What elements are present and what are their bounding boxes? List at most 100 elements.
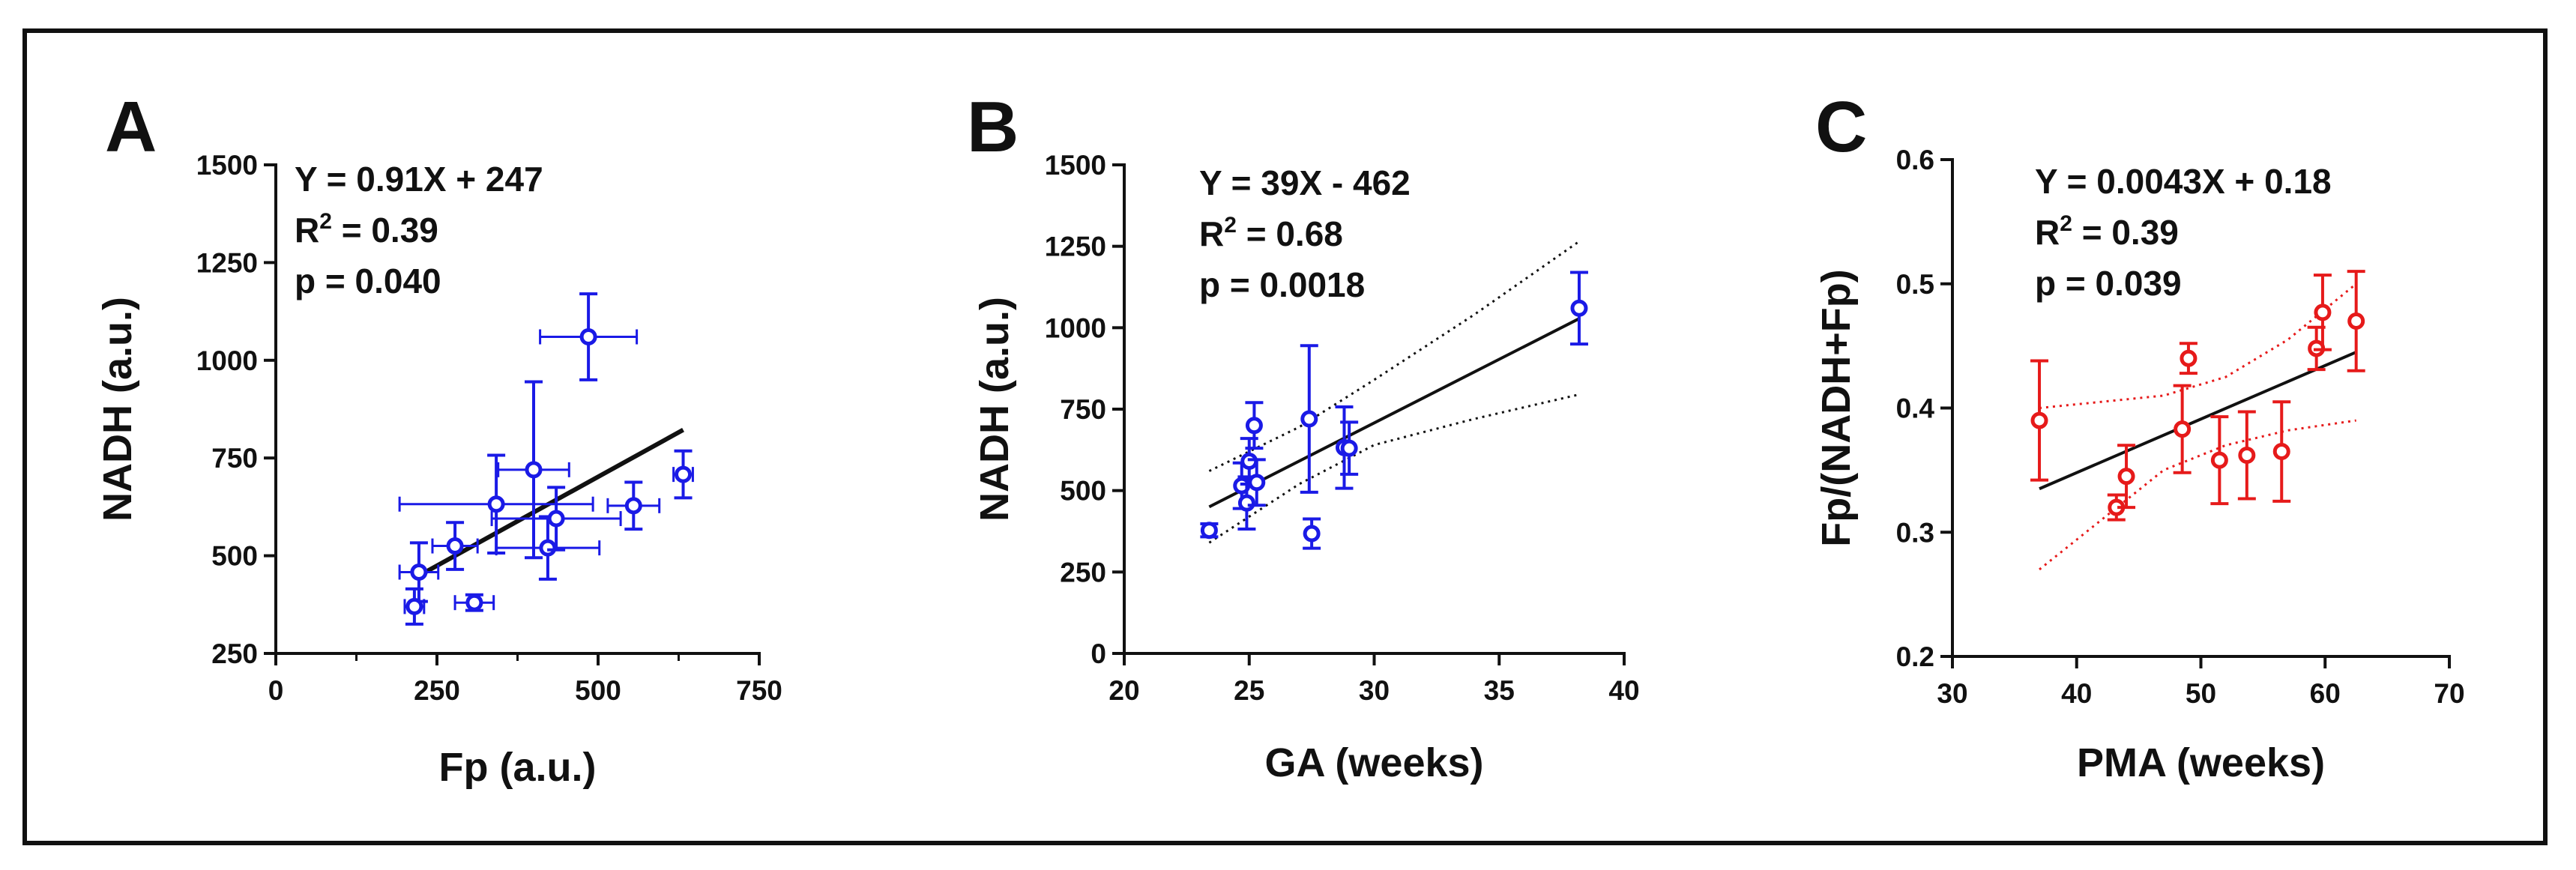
data-point	[1303, 517, 1321, 550]
y-axis-label: NADH (a.u.)	[95, 297, 140, 522]
point-marker	[2238, 446, 2256, 464]
y-tick-label: 500	[1060, 476, 1106, 507]
point-marker	[1570, 299, 1588, 317]
x-tick-label: 35	[1484, 675, 1515, 706]
point-marker	[2347, 312, 2365, 330]
x-tick-label: 20	[1108, 675, 1139, 706]
point-marker	[1300, 410, 1318, 428]
data-point	[2347, 270, 2365, 372]
r-squared-superscript: 2	[1224, 213, 1237, 238]
y-tick-label: 1250	[196, 247, 258, 278]
y-tick-label: 0	[1091, 638, 1106, 669]
y-tick-label: 250	[211, 638, 258, 669]
data-point	[398, 453, 594, 555]
x-tick-label: 0	[268, 675, 284, 706]
point-marker	[2030, 411, 2048, 429]
point-marker	[1237, 494, 1255, 512]
p-value-text: p = 0.040	[295, 262, 441, 300]
data-point	[2313, 274, 2332, 351]
x-tick-label: 25	[1234, 675, 1264, 706]
y-tick-label: 0.6	[1896, 145, 1934, 175]
y-tick-label: 750	[211, 443, 258, 474]
point-marker	[1240, 453, 1258, 471]
y-tick-label: 1500	[1045, 150, 1106, 181]
r-squared-symbol: R	[2035, 213, 2060, 252]
data-point	[490, 486, 622, 552]
data-point	[1200, 522, 1219, 540]
data-point	[1569, 271, 1588, 346]
point-marker	[2117, 468, 2135, 486]
x-tick-label: 30	[1937, 678, 1967, 709]
point-marker	[487, 495, 505, 513]
x-tick-label: 30	[1359, 675, 1390, 706]
point-marker	[1233, 477, 1251, 495]
panel-letter: C	[1815, 87, 1867, 167]
point-marker	[675, 465, 693, 483]
data-point	[1245, 401, 1264, 450]
x-axis-label: Fp (a.u.)	[439, 745, 597, 790]
y-tick-label: 750	[1060, 394, 1106, 425]
point-marker	[1340, 439, 1358, 457]
y-tick-label: 0.4	[1896, 393, 1935, 424]
data-point	[431, 521, 479, 571]
r-squared-text: R2 = 0.68	[1199, 213, 1343, 253]
data-point	[1340, 420, 1359, 476]
x-tick-label: 500	[575, 675, 621, 706]
y-tick-label: 1500	[196, 150, 258, 181]
point-marker	[465, 593, 483, 611]
equation-text: Y = 39X - 462	[1199, 163, 1411, 202]
figure-frame	[22, 28, 2548, 845]
point-marker	[410, 564, 428, 581]
data-point	[672, 449, 694, 500]
point-marker	[525, 461, 543, 479]
point-marker	[1200, 522, 1218, 540]
panel-b: B 0 250 500 750 1000 1250 1500 20 25 30 35 40 GA (wee…	[967, 87, 1640, 785]
confidence-upper-line	[1208, 240, 1580, 472]
point-marker	[1245, 417, 1263, 435]
equation-text: Y = 0.0043X + 0.18	[2035, 162, 2332, 201]
y-axis-label: Fp/(NADH+Fp)	[1814, 269, 1859, 546]
data-point	[2030, 359, 2049, 482]
confidence-lower-line	[1208, 393, 1580, 544]
y-tick-label: 1000	[196, 345, 258, 376]
data-point	[2173, 384, 2192, 474]
point-marker	[2314, 303, 2332, 321]
y-tick-label: 0.5	[1896, 269, 1934, 300]
data-point	[1300, 344, 1318, 494]
regression-line	[2039, 351, 2357, 491]
data-point	[2210, 415, 2229, 506]
x-tick-label: 50	[2186, 678, 2216, 709]
y-tick-label: 500	[211, 541, 258, 572]
regression-line	[417, 428, 684, 578]
data-point	[2272, 400, 2291, 503]
point-marker	[624, 497, 642, 515]
point-marker	[539, 539, 557, 557]
x-tick-label: 750	[736, 675, 782, 706]
r-squared-symbol: R	[1199, 214, 1224, 253]
r-squared-symbol: R	[295, 211, 319, 250]
x-tick-label: 40	[1608, 675, 1639, 706]
point-marker	[2180, 349, 2198, 367]
x-tick-label: 70	[2434, 678, 2464, 709]
r-squared-value: = 0.68	[1237, 214, 1343, 253]
y-tick-label: 0.2	[1896, 641, 1934, 672]
data-point	[1247, 458, 1266, 507]
point-marker	[579, 328, 597, 346]
r-squared-value: = 0.39	[2072, 213, 2179, 252]
y-tick-label: 1250	[1045, 232, 1106, 262]
point-marker	[2174, 420, 2192, 438]
point-marker	[547, 510, 565, 528]
data-point	[539, 292, 639, 381]
x-tick-label: 250	[414, 675, 460, 706]
p-value-text: p = 0.0018	[1199, 265, 1365, 304]
point-marker	[2210, 451, 2228, 469]
x-axis-label: GA (weeks)	[1264, 740, 1483, 785]
confidence-lower-line	[2039, 419, 2356, 571]
point-marker	[1248, 474, 1266, 492]
confidence-upper-line	[2039, 283, 2357, 409]
data-point	[2237, 410, 2256, 501]
r-squared-value: = 0.39	[332, 211, 438, 250]
panel-c: C 0.2 0.3 0.4 0.5 0.6 30 40 50 60 70 PMA (weeks) Fp/…	[1814, 87, 2465, 785]
data-point	[453, 593, 495, 612]
